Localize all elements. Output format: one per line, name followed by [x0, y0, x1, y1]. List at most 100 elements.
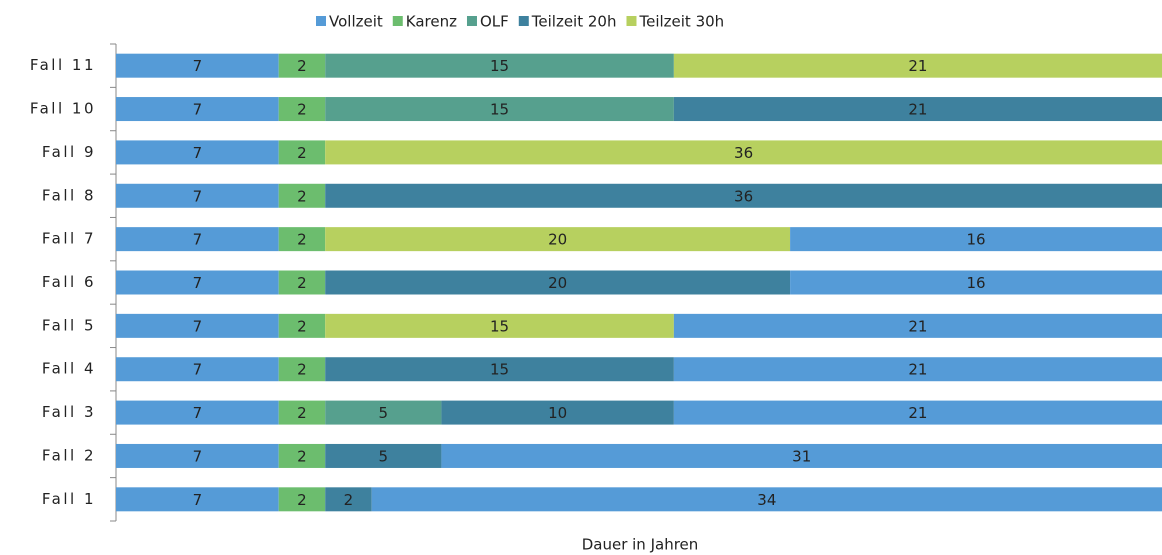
- bar-segment: [116, 400, 279, 425]
- bar-segment: [325, 487, 372, 512]
- data-label: 7: [193, 187, 203, 205]
- data-label: 7: [193, 317, 203, 335]
- data-label: 7: [193, 231, 203, 249]
- data-label: 2: [297, 101, 307, 119]
- data-label: 7: [193, 404, 203, 422]
- y-tick-label: Fall 8: [42, 186, 96, 204]
- bar-segment: [673, 97, 1162, 122]
- data-label: 15: [490, 317, 509, 335]
- bar-segment: [325, 97, 674, 122]
- bar-segment: [371, 487, 1162, 512]
- data-label: 16: [966, 231, 985, 249]
- legend-label: OLF: [480, 13, 509, 31]
- bar-segment: [278, 313, 326, 338]
- bar-segment: [325, 400, 442, 425]
- legend-label: Karenz: [406, 13, 457, 31]
- legend-label: Teilzeit 30h: [638, 13, 724, 31]
- data-label: 7: [193, 491, 203, 509]
- bar-segment: [441, 400, 674, 425]
- data-label: 7: [193, 57, 203, 75]
- bar-segment: [116, 97, 279, 122]
- data-label: 2: [297, 447, 307, 465]
- data-label: 2: [297, 404, 307, 422]
- legend-swatch: [518, 16, 529, 26]
- data-label: 2: [297, 274, 307, 292]
- data-label: 10: [548, 404, 567, 422]
- y-tick-label: Fall 10: [30, 100, 96, 118]
- data-label: 15: [490, 101, 509, 119]
- data-label: 21: [908, 404, 927, 422]
- bar-segment: [673, 400, 1162, 425]
- y-tick-label: Fall 1: [42, 490, 96, 508]
- legend-swatch: [466, 16, 477, 26]
- bar-segment: [673, 313, 1162, 338]
- legend-swatch: [392, 16, 403, 26]
- data-label: 2: [297, 231, 307, 249]
- bar-segment: [278, 97, 326, 122]
- bar-segment: [278, 53, 326, 78]
- bar-segment: [673, 357, 1162, 382]
- data-label: 31: [792, 447, 811, 465]
- bar-segment: [325, 53, 674, 78]
- bar-segment: [116, 140, 279, 165]
- data-label: 2: [297, 187, 307, 205]
- legend-swatch: [626, 16, 637, 26]
- data-label: 34: [757, 491, 776, 509]
- y-tick-label: Fall 5: [42, 316, 96, 334]
- legend-swatch: [316, 16, 326, 26]
- data-label: 7: [193, 274, 203, 292]
- data-label: 7: [193, 144, 203, 162]
- bar-segment: [790, 227, 1162, 252]
- data-label: 20: [548, 231, 567, 249]
- data-label: 2: [344, 491, 354, 509]
- legend-label: Vollzeit: [329, 13, 383, 31]
- bar-segment: [325, 270, 791, 295]
- bar-segment: [116, 313, 279, 338]
- y-tick-label: Fall 7: [42, 230, 96, 248]
- y-tick-label: Fall 2: [42, 446, 96, 464]
- data-label: 36: [734, 187, 753, 205]
- bar-segment: [278, 270, 326, 295]
- bar-segment: [790, 270, 1162, 295]
- bar-segment: [116, 487, 279, 512]
- data-label: 15: [490, 57, 509, 75]
- data-label: 5: [379, 404, 389, 422]
- bar-segment: [325, 227, 791, 252]
- bar-segment: [441, 443, 1162, 468]
- bar-segment: [278, 400, 326, 425]
- bar-segment: [325, 140, 1162, 165]
- bar-segment: [278, 227, 326, 252]
- data-label: 21: [908, 101, 927, 119]
- bar-segment: [325, 313, 674, 338]
- bar-segment: [278, 183, 326, 208]
- bar-segment: [325, 183, 1162, 208]
- bar-segment: [116, 183, 279, 208]
- data-label: 20: [548, 274, 567, 292]
- bar-segment: [116, 357, 279, 382]
- data-label: 2: [297, 144, 307, 162]
- data-label: 2: [297, 57, 307, 75]
- bar-segment: [325, 357, 674, 382]
- bar-segment: [278, 140, 326, 165]
- data-label: 21: [908, 317, 927, 335]
- data-label: 7: [193, 361, 203, 379]
- y-tick-label: Fall 6: [42, 273, 96, 291]
- data-label: 36: [734, 144, 753, 162]
- bar-segment: [673, 53, 1162, 78]
- bar-segment: [325, 443, 442, 468]
- data-label: 2: [297, 491, 307, 509]
- data-label: 21: [908, 57, 927, 75]
- data-label: 15: [490, 361, 509, 379]
- bar-segment: [116, 227, 279, 252]
- bar-segment: [278, 357, 326, 382]
- bar-segment: [116, 443, 279, 468]
- data-label: 7: [193, 447, 203, 465]
- bar-segment: [278, 487, 326, 512]
- y-tick-label: Fall 9: [42, 143, 96, 161]
- data-label: 7: [193, 101, 203, 119]
- x-axis-title: Dauer in Jahren: [582, 536, 699, 554]
- bar-segment: [116, 53, 279, 78]
- data-label: 16: [966, 274, 985, 292]
- data-label: 2: [297, 317, 307, 335]
